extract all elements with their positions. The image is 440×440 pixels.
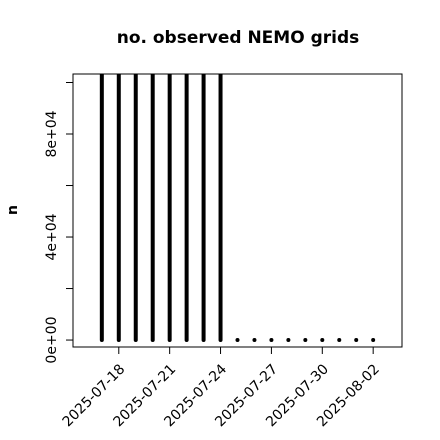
y-tick-label: 0e+00 (44, 317, 60, 364)
chart-title: no. observed NEMO grids (117, 28, 360, 48)
y-tick-label: 4e+04 (44, 213, 60, 260)
plot-frame (72, 73, 403, 348)
plot-area (99, 74, 376, 343)
y-axis-label: n (5, 205, 21, 215)
y-tick-label: 8e+04 (44, 110, 60, 157)
